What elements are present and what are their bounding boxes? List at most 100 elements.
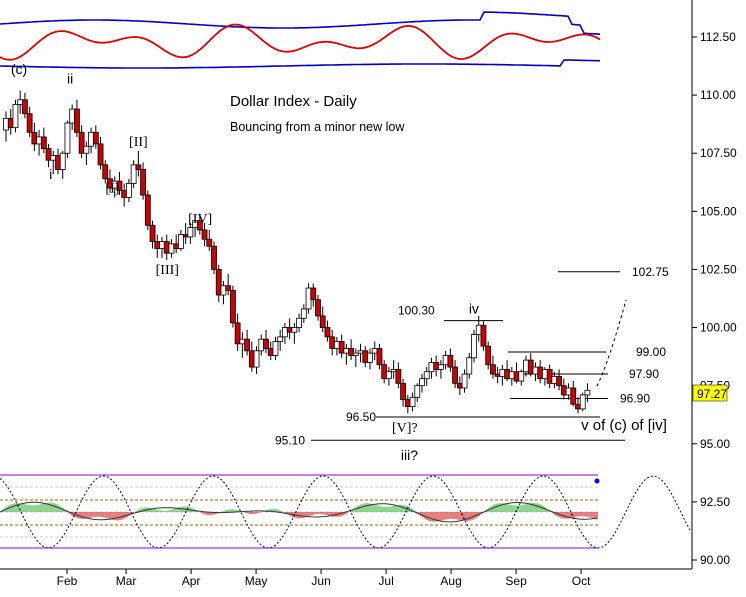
cycle-wave-line	[0, 475, 691, 549]
candle-body	[97, 143, 104, 166]
candle-body	[414, 385, 421, 398]
candle-body	[556, 375, 562, 387]
candle-body	[404, 399, 411, 407]
candle-body	[310, 287, 317, 301]
candle-body	[423, 371, 430, 380]
candle-body	[523, 359, 529, 373]
candle-body	[324, 327, 331, 338]
x-tick-label: Mar	[116, 574, 137, 588]
x-tick-label: Jul	[378, 574, 393, 588]
candle-body	[461, 373, 468, 389]
candle-body	[286, 327, 293, 333]
candle-body	[315, 299, 321, 317]
candle-body	[130, 164, 137, 184]
candles	[3, 90, 591, 414]
wave-label: [III]	[156, 263, 179, 278]
candle-body	[319, 315, 326, 328]
candle-body	[140, 169, 146, 196]
candle-body	[69, 108, 76, 124]
candle-body	[92, 131, 99, 145]
candle-body	[508, 371, 515, 380]
level-label: 96.50	[346, 410, 376, 424]
candle-body	[277, 336, 284, 342]
current-price-box	[692, 384, 728, 402]
candle-body	[7, 117, 14, 129]
candle-body	[88, 131, 94, 147]
candle-body	[116, 180, 123, 191]
level-label: 95.10	[275, 433, 305, 447]
candle-body	[551, 375, 558, 384]
candle-body	[352, 352, 359, 356]
y-tick-label: 102.50	[700, 262, 737, 276]
wave-label: [I]	[105, 182, 119, 197]
candle-body	[196, 220, 203, 231]
candle-body	[45, 148, 52, 161]
cycle-marker	[594, 478, 600, 484]
candle-body	[55, 155, 61, 170]
wave-label: (c)	[11, 61, 27, 77]
candle-body	[267, 348, 274, 356]
wave-labels: (c)iii[II][I][IV][III]iv[V]?iii?v of (c)…	[11, 61, 667, 463]
candle-body	[329, 336, 336, 349]
candle-body	[452, 366, 458, 384]
oscillator-line	[0, 23, 601, 61]
candle-body	[570, 387, 577, 405]
candle-body	[381, 364, 388, 380]
candle-body	[466, 357, 473, 375]
y-tick-label: 92.50	[700, 495, 730, 509]
candle-body	[17, 99, 24, 105]
candle-body	[26, 113, 33, 133]
candle-body	[173, 243, 180, 249]
candle-body	[22, 99, 28, 115]
level-label: 97.90	[629, 367, 659, 381]
x-tick-label: May	[245, 574, 268, 588]
candle-body	[225, 285, 232, 291]
candle-body	[546, 368, 553, 384]
wave-label: [II]	[129, 135, 148, 150]
x-axis-ticks: Feb Mar Apr May Jun Jul Aug Sep Oct	[57, 569, 591, 588]
candle-body	[490, 364, 496, 375]
candle-body	[144, 194, 151, 226]
candle-body	[518, 371, 525, 382]
candle-body	[149, 224, 156, 242]
lower-indicator-panel	[0, 474, 691, 549]
candle-body	[178, 234, 184, 249]
candle-body	[575, 403, 581, 410]
x-tick-label: Apr	[182, 574, 201, 588]
candle-body	[409, 396, 416, 407]
candle-body	[471, 334, 477, 359]
candle-body	[300, 308, 307, 319]
candle-body	[244, 338, 250, 352]
y-tick-label: 100.00	[700, 321, 737, 335]
candle-body	[126, 183, 132, 198]
candle-body	[182, 234, 189, 238]
level-label: 102.75	[632, 265, 669, 279]
candle-body	[253, 350, 260, 368]
candle-body	[40, 136, 47, 149]
candle-body	[220, 285, 227, 296]
projection-path	[596, 299, 627, 387]
candle-body	[296, 317, 302, 328]
histogram-outline	[0, 501, 598, 523]
candle-body	[74, 108, 80, 133]
candle-body	[579, 394, 586, 410]
candle-body	[527, 359, 534, 375]
chart-subtitle: Bouncing from a minor new low	[230, 120, 405, 134]
candle-body	[12, 104, 19, 129]
candle-body	[367, 352, 373, 363]
candle-body	[338, 341, 345, 354]
candle-body	[334, 341, 340, 349]
candle-body	[343, 348, 350, 354]
candle-body	[201, 229, 208, 240]
chart-title: Dollar Index - Daily	[230, 93, 357, 110]
lower-band-line	[0, 59, 600, 69]
candle-body	[291, 327, 298, 333]
level-label: 96.90	[620, 391, 650, 405]
wave-label: iv	[469, 301, 479, 317]
y-tick-label: 112.50	[700, 30, 736, 44]
y-tick-label: 107.50	[700, 146, 737, 160]
candle-body	[419, 378, 425, 387]
candle-body	[371, 348, 378, 354]
candle-body	[447, 355, 454, 368]
candle-body	[59, 152, 66, 170]
